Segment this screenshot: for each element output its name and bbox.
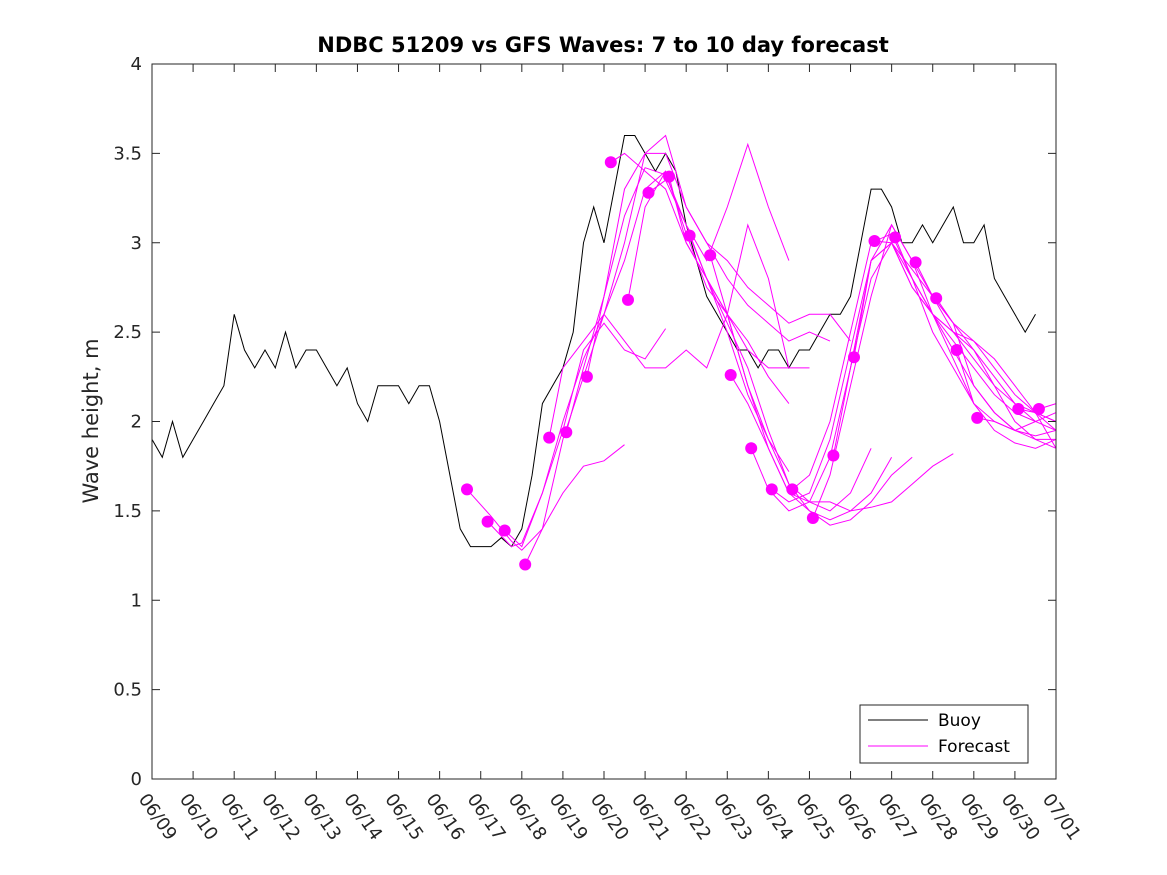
- forecast-line: [977, 412, 1057, 431]
- x-tick-label: 06/12: [257, 790, 304, 845]
- x-tick-label: 06/19: [545, 790, 592, 845]
- forecast-marker: [622, 293, 634, 306]
- axes-box: [151, 63, 1057, 780]
- x-tick-label: 06/20: [586, 790, 633, 845]
- forecast-marker: [765, 483, 778, 496]
- forecast-line: [668, 176, 872, 512]
- forecast-marker: [909, 256, 922, 269]
- forecast-line: [586, 142, 790, 377]
- x-tick-label: 06/09: [134, 790, 181, 845]
- y-axis: 0 0.5 1 1.5 2 2.5 3 3.5 4: [113, 54, 1056, 790]
- x-tick-label: 06/15: [380, 790, 427, 845]
- x-tick-label: 06/17: [463, 790, 510, 845]
- forecast-line: [771, 223, 1016, 503]
- forecast-marker: [704, 249, 717, 262]
- legend-box: [859, 704, 1029, 764]
- legend-forecast-label: Forecast: [938, 737, 1010, 757]
- x-tick-label: 06/26: [832, 790, 879, 845]
- forecast-line: [853, 242, 1057, 431]
- forecast-marker: [461, 483, 473, 496]
- forecast-line: [487, 322, 667, 548]
- plot-area: [151, 134, 1057, 571]
- y-tick-label: 3.5: [113, 143, 142, 164]
- forecast-marker: [950, 344, 963, 356]
- forecast-line: [832, 241, 1057, 456]
- x-tick-label: 06/22: [668, 790, 715, 845]
- forecast-marker: [663, 170, 676, 183]
- forecast-line: [689, 235, 893, 521]
- x-tick-label: 06/18: [504, 790, 551, 845]
- forecast-marker: [848, 351, 860, 364]
- forecast-marker: [868, 235, 881, 247]
- legend: Buoy Forecast: [859, 704, 1029, 764]
- x-tick-label: 06/28: [915, 790, 962, 845]
- forecast-marker: [930, 292, 943, 305]
- x-tick-label: 06/27: [874, 790, 921, 845]
- forecast-marker: [827, 449, 840, 462]
- x-tick-label: 06/21: [627, 790, 674, 845]
- y-tick-label: 4: [131, 54, 142, 75]
- y-tick-label: 0.5: [113, 680, 142, 701]
- forecast-line: [750, 241, 975, 512]
- x-tick-label: 06/24: [750, 790, 797, 845]
- x-tick-label: 06/30: [997, 790, 1044, 845]
- x-tick-label: 06/16: [422, 790, 469, 845]
- x-tick-label: 06/11: [216, 790, 263, 845]
- forecast-line: [956, 349, 1057, 449]
- x-tick-label: 06/25: [791, 790, 838, 845]
- forecast-marker: [745, 442, 758, 455]
- y-axis-label: Wave height, m: [79, 338, 103, 503]
- forecast-marker: [1032, 403, 1045, 415]
- forecast-line: [648, 179, 790, 472]
- forecast-marker: [642, 186, 655, 199]
- forecast-marker: [498, 524, 511, 537]
- forecast-marker: [786, 483, 799, 496]
- y-tick-label: 3: [131, 233, 142, 254]
- forecast-line: [565, 152, 851, 433]
- buoy-line: [151, 135, 1036, 548]
- forecast-marker: [604, 156, 617, 169]
- forecast-line: [524, 134, 831, 565]
- forecast-line: [466, 444, 625, 551]
- y-tick-label: 1: [131, 590, 142, 611]
- forecast-marker: [560, 426, 573, 439]
- forecast-line: [548, 223, 790, 438]
- x-tick-label: 06/29: [956, 790, 1003, 845]
- forecast-marker: [543, 431, 556, 444]
- forecast-line: [709, 255, 913, 526]
- forecast-line: [935, 297, 1056, 440]
- forecast-marker: [724, 369, 737, 381]
- y-tick-label: 2.5: [113, 322, 142, 343]
- legend-buoy-label: Buoy: [938, 711, 981, 731]
- forecast-marker: [683, 229, 696, 242]
- x-tick-label: 06/23: [709, 790, 756, 845]
- forecast-line: [627, 170, 790, 404]
- x-tick-label: 07/01: [1038, 790, 1085, 845]
- forecast-marker: [971, 411, 984, 424]
- chart-title: NDBC 51209 vs GFS Waves: 7 to 10 day for…: [317, 33, 888, 57]
- y-tick-label: 2: [131, 412, 142, 433]
- forecast-marker: [889, 231, 902, 244]
- forecast-line: [504, 170, 666, 548]
- y-tick-label: 0: [131, 769, 142, 790]
- x-tick-label: 06/10: [175, 790, 222, 845]
- forecast-marker: [806, 512, 819, 524]
- forecast-marker: [1012, 403, 1025, 415]
- forecast-marker: [481, 515, 494, 528]
- forecast-marker: [519, 558, 532, 571]
- forecast-marker: [580, 370, 593, 383]
- x-tick-label: 06/13: [298, 790, 345, 845]
- x-tick-label: 06/14: [339, 790, 386, 845]
- forecast-line: [730, 374, 954, 512]
- y-tick-label: 1.5: [113, 501, 142, 522]
- forecast-line: [874, 240, 1057, 449]
